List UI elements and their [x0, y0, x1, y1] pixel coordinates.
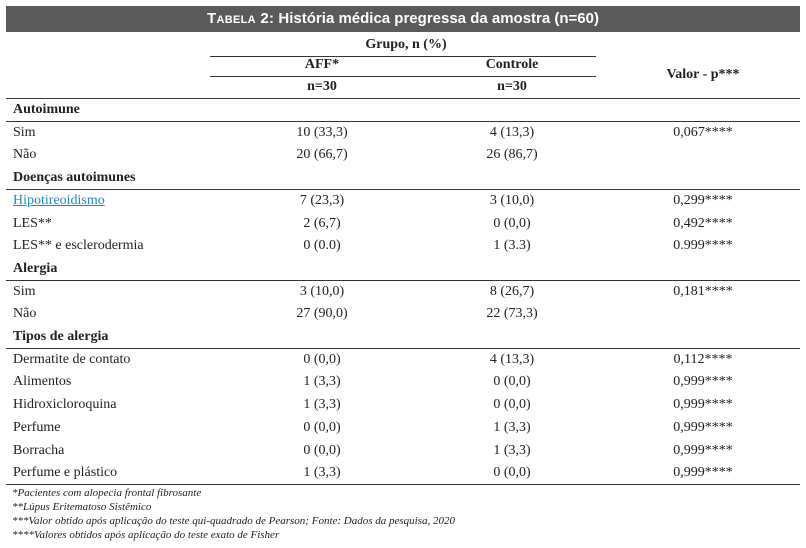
- divider: [6, 188, 800, 190]
- table-row: Não 20 (66,7) 26 (86,7): [6, 144, 800, 166]
- divider: [6, 98, 800, 99]
- row-label: Sim: [13, 283, 36, 299]
- row-label: LES**: [13, 215, 52, 231]
- cell-control: 22 (73,3): [486, 306, 538, 322]
- col-header-val-row: Valor - p***: [6, 64, 800, 86]
- cell-control: 1 (3,3): [493, 442, 531, 458]
- cell-pvalue: 0,999****: [673, 419, 733, 435]
- table-row: Alimentos 1 (3,3) 0 (0,0) 0,999****: [6, 371, 800, 393]
- row-label-link[interactable]: Hipotireoidismo: [13, 192, 105, 208]
- table-title: Tabela 2: História médica pregressa da a…: [6, 6, 800, 32]
- cell-control: 1 (3.3): [493, 238, 531, 254]
- col-header-pvalue: Valor - p***: [666, 67, 740, 82]
- cell-control: 4 (13,3): [489, 351, 535, 367]
- cell-aff: 10 (33,3): [296, 124, 348, 140]
- table-row: Borracha 0 (0,0) 1 (3,3) 0,999****: [6, 440, 800, 462]
- cell-aff: 0 (0,0): [303, 351, 341, 367]
- row-label: Perfume: [13, 419, 61, 435]
- row-label: Não: [13, 306, 37, 322]
- table-row: Perfume e plástico 1 (3,3) 0 (0,0) 0,999***…: [6, 462, 800, 484]
- table-row: Não 27 (90,0) 22 (73,3): [6, 303, 800, 325]
- table-row: Hipotireoidismo 7 (23,3) 3 (10,0) 0,299****: [6, 190, 800, 212]
- cell-aff: 0 (0,0): [303, 419, 341, 435]
- section-row: Doenças autoimunes: [6, 167, 800, 189]
- cell-aff: 1 (3,3): [303, 374, 341, 390]
- cell-aff: 0 (0.0): [303, 238, 341, 254]
- table-row: Sim 3 (10,0) 8 (26,7) 0,181****: [6, 281, 800, 303]
- cell-control: 3 (10,0): [489, 192, 535, 208]
- cell-control: 0 (0,0): [493, 397, 531, 413]
- divider: [6, 120, 800, 122]
- row-label: Não: [13, 147, 37, 163]
- section-label: Autoimune: [13, 102, 80, 117]
- cell-control: 0 (0,0): [493, 215, 531, 231]
- footnote-1: *Pacientes com alopecia frontal fibrosan…: [12, 487, 202, 499]
- cell-pvalue: 0,999****: [673, 397, 733, 413]
- cell-control: 0 (0,0): [493, 374, 531, 390]
- n-aff: n=30: [307, 79, 337, 94]
- row-label: Hidroxicloroquina: [13, 397, 117, 413]
- cell-aff: 7 (23,3): [299, 192, 345, 208]
- cell-aff: 1 (3,3): [303, 397, 341, 413]
- group-header: Grupo, n (%): [365, 37, 447, 52]
- cell-pvalue: 0.999****: [673, 238, 733, 254]
- group-header-row: Grupo, n (%): [6, 34, 800, 56]
- cell-pvalue: 0,181****: [673, 283, 733, 299]
- table-row: Hidroxicloroquina 1 (3,3) 0 (0,0) 0,999****: [6, 394, 800, 416]
- table-row: LES** e esclerodermia 0 (0.0) 1 (3.3) 0.999…: [6, 235, 800, 257]
- footnote-4: ****Valores obtidos após aplicação do te…: [12, 529, 280, 541]
- table-row: Perfume 0 (0,0) 1 (3,3) 0,999****: [6, 417, 800, 439]
- cell-aff: 3 (10,0): [299, 283, 345, 299]
- cell-control: 8 (26,7): [489, 283, 535, 299]
- cell-pvalue: 0,999****: [673, 465, 733, 481]
- row-label: Sim: [13, 124, 36, 140]
- section-label: Tipos de alergia: [13, 329, 109, 344]
- divider: [6, 347, 800, 349]
- section-row: Autoimune: [6, 99, 800, 121]
- footnote-2: **Lúpus Eritematoso Sistêmico: [12, 501, 152, 513]
- cell-aff: 20 (66,7): [296, 147, 348, 163]
- row-label: Dermatite de contato: [13, 351, 131, 367]
- cell-control: 1 (3,3): [493, 419, 531, 435]
- table-row: Sim 10 (33,3) 4 (13,3) 0,067****: [6, 122, 800, 144]
- cell-aff: 1 (3,3): [303, 465, 341, 481]
- cell-aff: 0 (0,0): [303, 442, 341, 458]
- n-row: n=30 n=30: [6, 76, 800, 98]
- col-header-aff: AFF*: [304, 57, 340, 72]
- row-label: LES** e esclerodermia: [13, 238, 144, 254]
- table-row: LES** 2 (6,7) 0 (0,0) 0,492****: [6, 213, 800, 235]
- cell-pvalue: 0,999****: [673, 374, 733, 390]
- divider: [6, 279, 800, 281]
- cell-pvalue: 0,299****: [673, 192, 733, 208]
- cell-pvalue: 0,999****: [673, 442, 733, 458]
- cell-control: 0 (0,0): [493, 465, 531, 481]
- cell-control: 4 (13,3): [489, 124, 535, 140]
- row-label: Borracha: [13, 442, 65, 458]
- cell-pvalue: 0,067****: [673, 124, 733, 140]
- col-header-row: AFF* Controle: [6, 54, 800, 76]
- row-label: Perfume e plástico: [13, 465, 118, 481]
- section-label: Alergia: [13, 260, 58, 276]
- section-row: Alergia: [6, 258, 800, 280]
- col-header-control: Controle: [485, 57, 539, 72]
- divider: [210, 56, 596, 57]
- cell-control: 26 (86,7): [486, 147, 538, 163]
- cell-pvalue: 0,112****: [673, 351, 733, 367]
- n-control: n=30: [497, 79, 527, 94]
- divider: [6, 484, 800, 485]
- cell-pvalue: 0,492****: [673, 215, 733, 231]
- divider: [210, 76, 596, 77]
- row-label: Alimentos: [13, 374, 72, 390]
- table-row: Dermatite de contato 0 (0,0) 4 (13,3) 0,112…: [6, 349, 800, 371]
- cell-aff: 27 (90,0): [296, 306, 348, 322]
- section-label: Doenças autoimunes: [13, 170, 136, 186]
- cell-aff: 2 (6,7): [303, 215, 341, 231]
- section-row: Tipos de alergia: [6, 326, 800, 348]
- footnote-3: ***Valor obtido após aplicação do teste …: [12, 515, 456, 527]
